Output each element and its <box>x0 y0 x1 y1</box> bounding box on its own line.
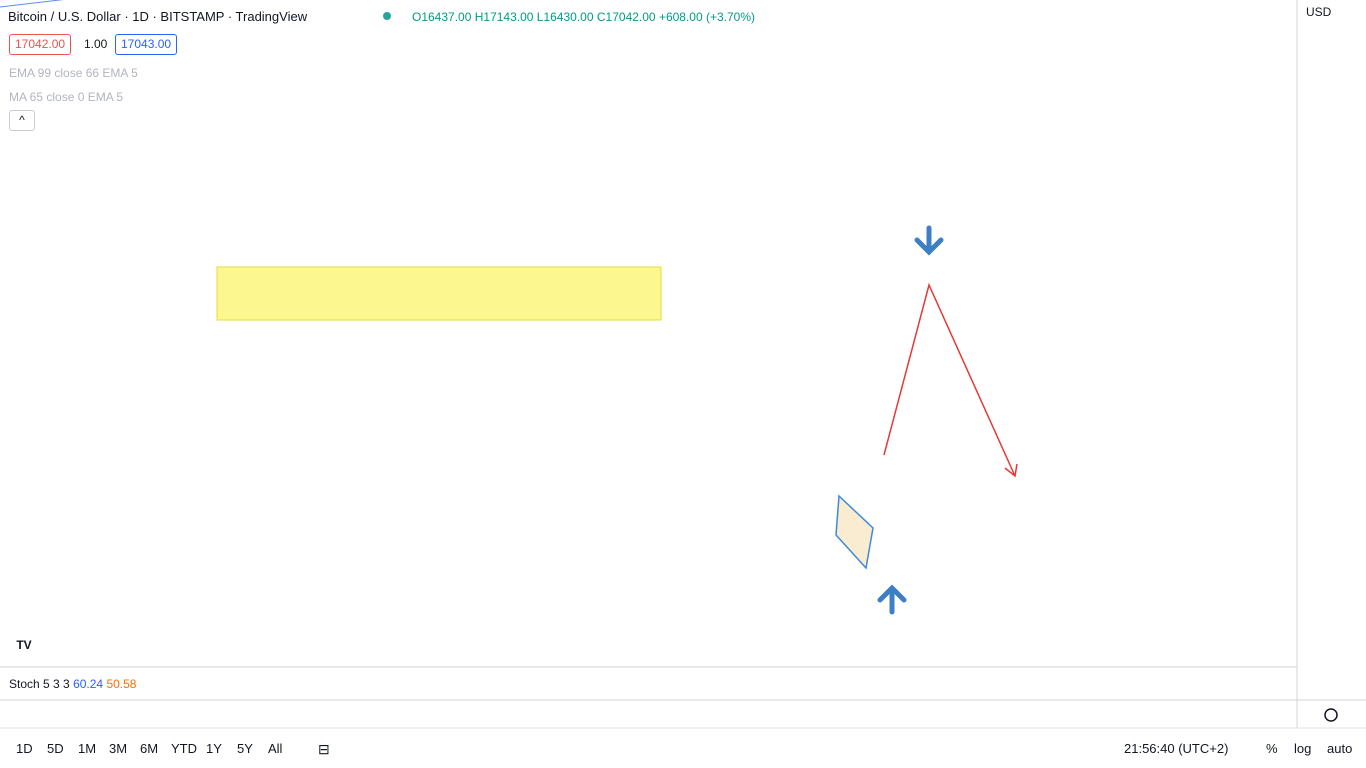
tv-logo-text: TV <box>16 638 31 652</box>
low: L16430.00 <box>536 10 594 24</box>
currency[interactable]: USD <box>1306 5 1332 19</box>
spread: 1.00 <box>84 37 108 51</box>
ema-line <box>0 0 64 8</box>
log-toggle[interactable]: log <box>1294 741 1312 756</box>
open: O16437.00 <box>412 10 472 24</box>
range-button[interactable]: 6M <box>140 741 159 756</box>
flag-pattern <box>835 494 874 570</box>
clock: 21:56:40 (UTC+2) <box>1124 741 1229 756</box>
collapse-button[interactable]: ^ <box>9 110 35 131</box>
range-button[interactable]: All <box>268 741 283 756</box>
projection-path <box>883 282 1016 477</box>
close: C17042.00 <box>596 10 656 24</box>
stoch-legend: Stoch 5 3 3 60.24 50.58 <box>9 677 136 691</box>
range-button[interactable]: 5D <box>47 741 64 756</box>
indicator-ma[interactable]: MA 65 close 0 EMA 5 <box>9 90 124 104</box>
support-zone <box>216 266 662 321</box>
range-button[interactable]: 1Y <box>206 741 222 756</box>
sell-price[interactable]: 17042.00 <box>9 34 72 55</box>
indicator-ema[interactable]: EMA 99 close 66 EMA 5 <box>9 66 138 80</box>
change: +608.00 (+3.70%) <box>658 10 756 24</box>
range-button[interactable]: YTD <box>171 741 197 756</box>
range-button[interactable]: 1D <box>16 741 33 756</box>
range-button[interactable]: 1M <box>78 741 97 756</box>
projection-arrowhead <box>1004 463 1018 478</box>
buy-price[interactable]: 17043.00 <box>115 34 178 55</box>
range-button[interactable]: 3M <box>109 741 128 756</box>
settings-icon[interactable] <box>1324 708 1338 722</box>
range-button[interactable]: 5Y <box>237 741 253 756</box>
stoch-d: 50.58 <box>106 677 137 691</box>
percent-toggle[interactable]: % <box>1266 741 1278 756</box>
ohlc-readout: O16437.00 H17143.00 L16430.00 C17042.00 … <box>412 10 755 24</box>
status-dot <box>383 12 391 20</box>
stoch-name: Stoch 5 3 3 <box>9 677 70 691</box>
high: H17143.00 <box>474 10 534 24</box>
auto-toggle[interactable]: auto <box>1327 741 1353 756</box>
up-arrow <box>877 584 907 615</box>
symbol-title: Bitcoin / U.S. Dollar · 1D · BITSTAMP · … <box>8 9 308 24</box>
compare-icon[interactable]: ⊟ <box>318 741 330 757</box>
stoch-k: 60.24 <box>73 677 104 691</box>
down-arrow <box>914 225 944 256</box>
tv-logo <box>10 637 38 655</box>
